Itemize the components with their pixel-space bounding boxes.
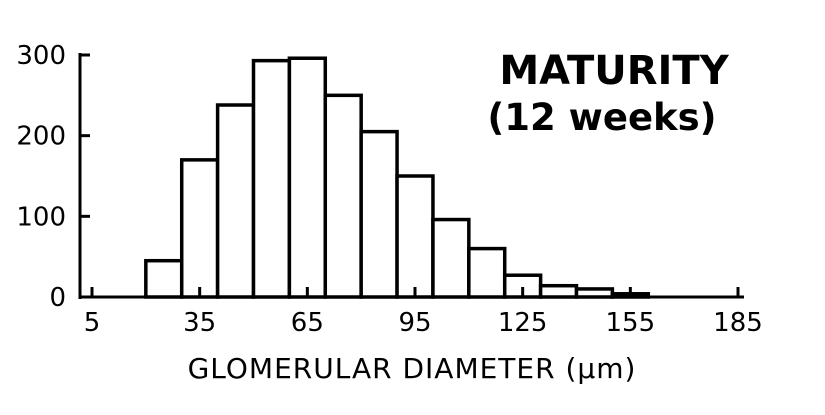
y-tick-label: 300	[16, 41, 66, 71]
histogram-bar	[215, 103, 256, 299]
x-tick-label: 5	[84, 308, 101, 338]
y-axis-ticks: 0 100 200 300	[16, 41, 90, 313]
histogram-bar	[323, 93, 363, 299]
x-tick-label: 185	[713, 308, 763, 338]
histogram-bar	[431, 217, 471, 299]
x-tick-label: 125	[498, 308, 548, 338]
histogram-bar	[251, 58, 292, 299]
chart-title: MATURITY	[499, 48, 729, 94]
x-tick-label: 95	[398, 308, 431, 338]
chart-subtitle: (12 weeks)	[487, 96, 716, 139]
histogram-bar	[144, 258, 184, 299]
bars-group	[144, 56, 651, 299]
x-tick-label: 155	[606, 308, 656, 338]
histogram-bar	[179, 158, 220, 299]
y-tick-label: 0	[49, 283, 66, 313]
x-axis-ticks: 5 35 65 95 125 155 185	[84, 287, 763, 338]
x-tick-label: 35	[183, 308, 216, 338]
y-tick-label: 100	[16, 202, 66, 232]
histogram-bar	[467, 246, 507, 299]
x-tick-label: 65	[291, 308, 324, 338]
histogram-bar	[538, 283, 579, 299]
histogram-bar	[359, 129, 399, 299]
histogram-bar	[287, 56, 328, 299]
histogram-bar	[395, 174, 435, 299]
y-tick-label: 200	[16, 122, 66, 152]
x-axis-label: GLOMERULAR DIAMETER (μm)	[188, 352, 637, 385]
